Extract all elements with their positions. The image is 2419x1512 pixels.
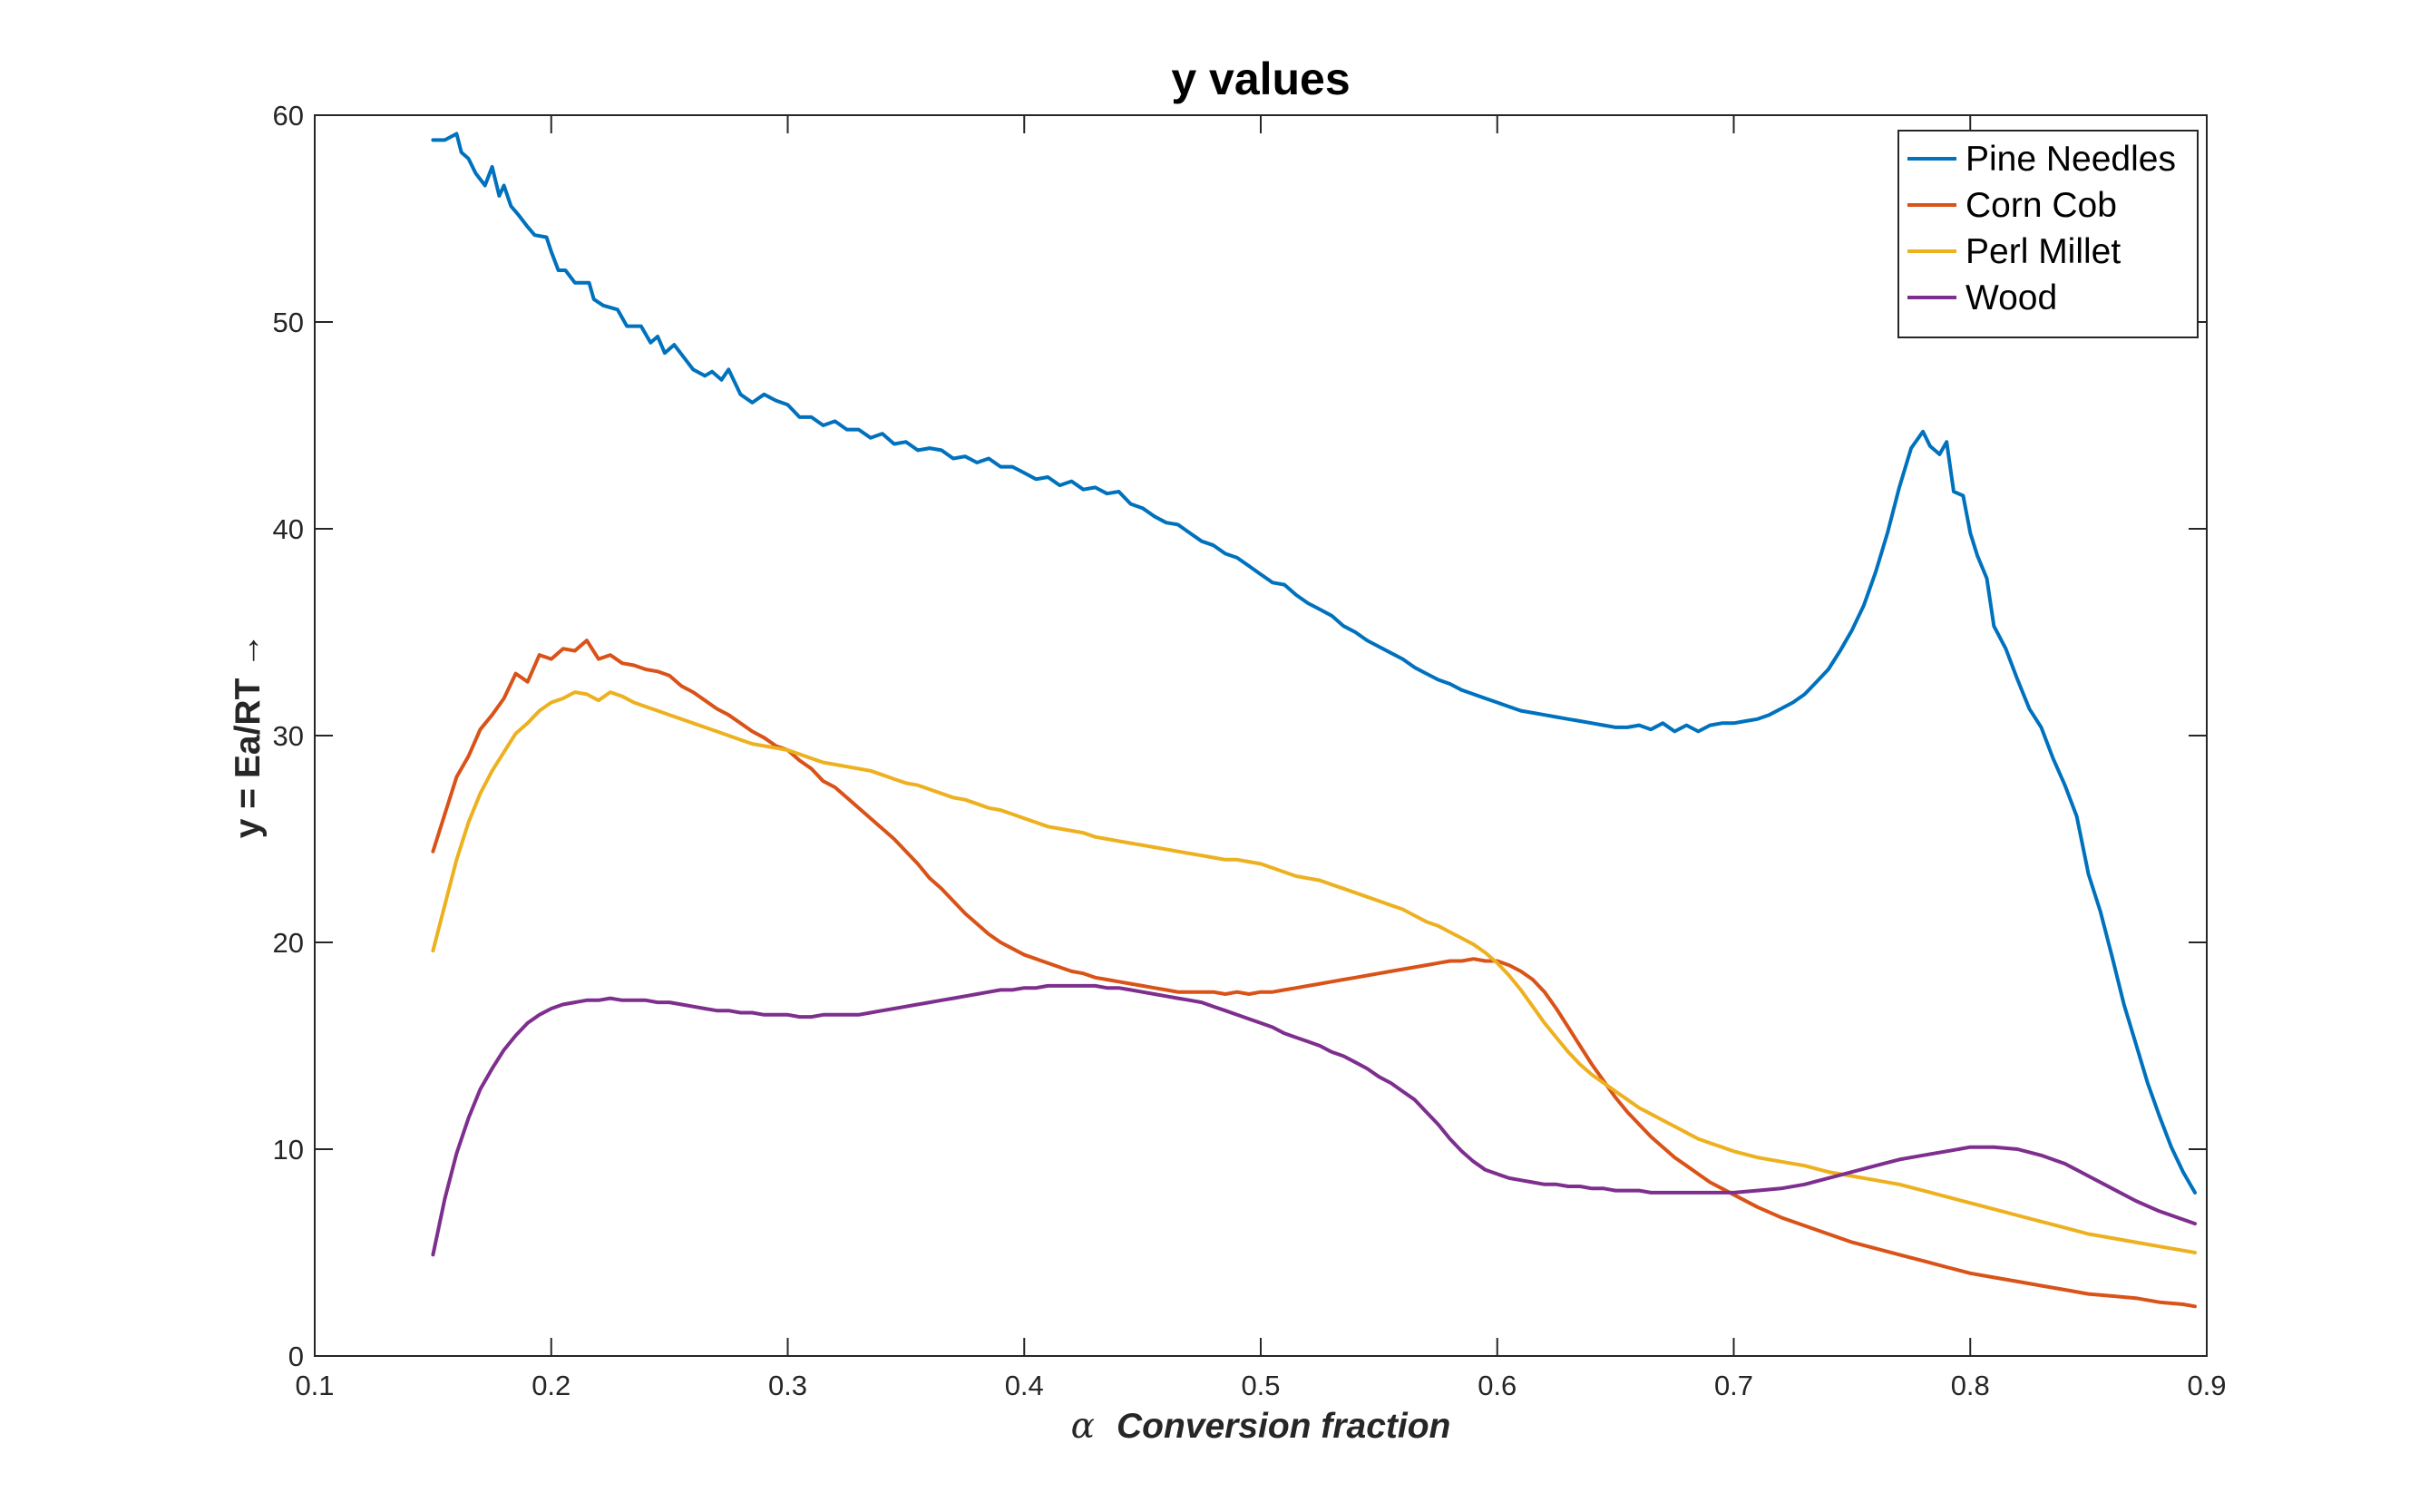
y-tick-label: 60: [273, 100, 304, 132]
y-tick-label: 20: [273, 927, 304, 959]
y-tick-label: 50: [273, 307, 304, 338]
legend-label-corn-cob: Corn Cob: [1965, 186, 2117, 225]
y-tick-label: 10: [273, 1134, 304, 1166]
x-tick-label: 0.7: [1714, 1370, 1753, 1401]
series-line-wood: [431, 983, 2197, 1257]
chart-title: y values: [1171, 54, 1350, 104]
x-axis-label: α Conversion fraction: [1071, 1406, 1451, 1447]
series-line-perl-millet: [431, 690, 2197, 1254]
x-tick-label: 0.8: [1951, 1370, 1990, 1401]
y-tick-label: 0: [288, 1341, 304, 1372]
y-tick-label: 40: [273, 513, 304, 545]
x-tick-label: 0.5: [1241, 1370, 1280, 1401]
series-line-pine-needles: [431, 132, 2197, 1195]
x-tick-label: 0.3: [768, 1370, 807, 1401]
x-tick-label: 0.9: [2187, 1370, 2226, 1401]
plot-area: [315, 115, 2207, 1356]
x-axis-label-symbol: α: [1071, 1406, 1095, 1447]
legend-label-pine-needles: Pine Needles: [1965, 140, 2176, 179]
x-tick-label: 0.4: [1005, 1370, 1044, 1401]
legend-box: [1897, 130, 2199, 338]
x-tick-label: 0.2: [532, 1370, 571, 1401]
legend-label-wood: Wood: [1965, 278, 2057, 317]
axes-layer: 0.1 0.2 0.3 0.4 0.5 0.6 0.7 0.8 0.9 0 10 20 30 40 50 60: [273, 100, 2227, 1401]
x-tick-label: 0.6: [1478, 1370, 1517, 1401]
legend-label-perl-millet: Perl Millet: [1965, 232, 2121, 271]
legend: Pine Needles Corn Cob Perl Millet Wood: [1897, 130, 2199, 338]
series-line-corn-cob: [431, 639, 2197, 1309]
y-axis-label: y = Ea/RT →: [229, 633, 268, 839]
x-tick-label: 0.1: [295, 1370, 334, 1401]
x-axis-label-text: Conversion fraction: [1117, 1407, 1450, 1446]
series-layer: [431, 132, 2197, 1309]
y-tick-label: 30: [273, 720, 304, 752]
